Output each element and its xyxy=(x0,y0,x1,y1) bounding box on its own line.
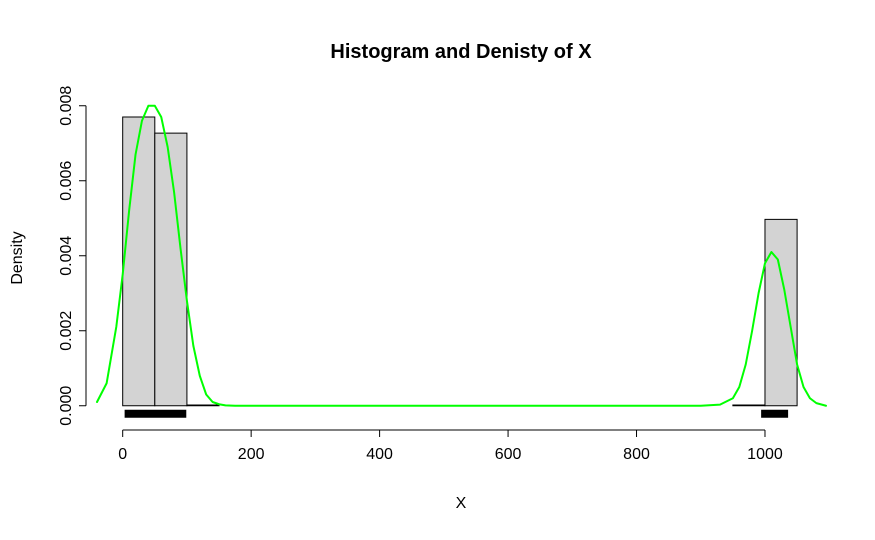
x-tick-label: 600 xyxy=(495,446,522,463)
y-tick-label: 0.004 xyxy=(58,236,75,276)
y-axis-label: Density xyxy=(9,231,26,284)
histogram-bar xyxy=(732,404,766,407)
x-tick-label: 200 xyxy=(238,446,265,463)
density-curve xyxy=(96,104,827,407)
y-tick-label: 0.002 xyxy=(58,311,75,351)
x-axis-label: X xyxy=(456,495,467,512)
y-tick-label: 0.006 xyxy=(58,161,75,201)
rug-mark xyxy=(124,409,187,418)
histogram-bar xyxy=(186,404,220,407)
x-tick-label: 800 xyxy=(623,446,650,463)
histogram-bars xyxy=(122,116,798,407)
histogram-bar xyxy=(154,132,188,407)
rug-marks xyxy=(124,409,789,418)
histogram-bar xyxy=(764,218,798,407)
density-curve-layer xyxy=(96,104,827,407)
histogram-bar xyxy=(122,116,156,407)
y-tick-label: 0.008 xyxy=(58,86,75,126)
y-tick-label: 0.000 xyxy=(58,386,75,426)
x-tick-label: 400 xyxy=(366,446,393,463)
x-tick-label: 0 xyxy=(118,446,127,463)
y-axis: 0.000 0.002 0.004 0.006 0.008 xyxy=(58,86,87,426)
x-tick-label: 1000 xyxy=(747,446,783,463)
x-axis: 0 200 400 600 800 1000 xyxy=(118,429,783,463)
rug-mark xyxy=(761,409,789,418)
chart-title: Histogram and Denisty of X xyxy=(330,41,592,63)
